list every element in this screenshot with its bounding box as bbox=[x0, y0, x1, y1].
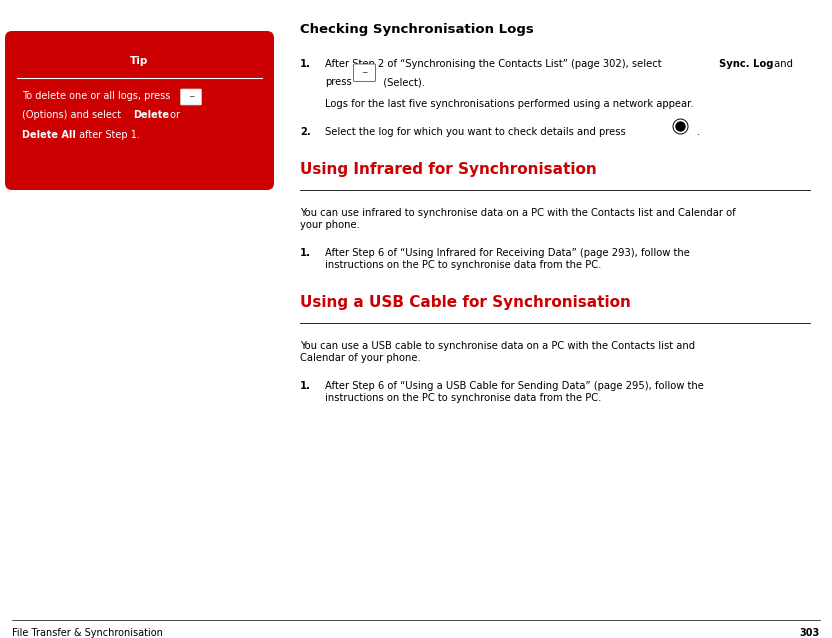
Text: You can use a USB cable to synchronise data on a PC with the Contacts list and
C: You can use a USB cable to synchronise d… bbox=[300, 341, 695, 363]
FancyBboxPatch shape bbox=[354, 64, 375, 82]
Text: Sync. Log: Sync. Log bbox=[719, 59, 774, 69]
Text: To delete one or all logs, press: To delete one or all logs, press bbox=[22, 91, 171, 101]
Text: File Transfer & Synchronisation: File Transfer & Synchronisation bbox=[12, 628, 163, 638]
Text: Using a USB Cable for Synchronisation: Using a USB Cable for Synchronisation bbox=[300, 295, 631, 311]
Text: Logs for the last five synchronisations performed using a network appear.: Logs for the last five synchronisations … bbox=[325, 100, 694, 110]
Text: Delete: Delete bbox=[133, 110, 170, 121]
FancyBboxPatch shape bbox=[5, 31, 274, 190]
Text: Using Infrared for Synchronisation: Using Infrared for Synchronisation bbox=[300, 163, 597, 177]
Text: (Select).: (Select). bbox=[377, 77, 425, 87]
Text: 1.: 1. bbox=[300, 248, 311, 258]
Text: 1.: 1. bbox=[300, 382, 311, 392]
Text: −: − bbox=[361, 68, 368, 77]
Text: Tip: Tip bbox=[131, 56, 149, 66]
Text: You can use infrared to synchronise data on a PC with the Contacts list and Cale: You can use infrared to synchronise data… bbox=[300, 209, 735, 230]
Circle shape bbox=[676, 122, 685, 131]
Text: 2.: 2. bbox=[300, 128, 310, 138]
FancyBboxPatch shape bbox=[181, 89, 201, 105]
Text: after Step 1.: after Step 1. bbox=[77, 130, 141, 140]
Text: (Options) and select: (Options) and select bbox=[22, 110, 124, 121]
Text: Select the log for which you want to check details and press: Select the log for which you want to che… bbox=[325, 128, 626, 138]
Text: 1.: 1. bbox=[300, 59, 311, 69]
Text: .: . bbox=[697, 128, 701, 138]
Text: After Step 6 of “Using Infrared for Receiving Data” (page 293), follow the
instr: After Step 6 of “Using Infrared for Rece… bbox=[325, 248, 690, 270]
Text: or: or bbox=[167, 110, 180, 121]
Text: Delete All: Delete All bbox=[22, 130, 76, 140]
Text: and: and bbox=[771, 59, 793, 69]
Text: −: − bbox=[188, 93, 194, 101]
Text: After Step 2 of “Synchronising the Contacts List” (page 302), select: After Step 2 of “Synchronising the Conta… bbox=[325, 59, 665, 69]
Text: After Step 6 of “Using a USB Cable for Sending Data” (page 295), follow the
inst: After Step 6 of “Using a USB Cable for S… bbox=[325, 382, 704, 403]
Text: 303: 303 bbox=[800, 628, 820, 638]
Text: Checking Synchronisation Logs: Checking Synchronisation Logs bbox=[300, 23, 534, 36]
Text: press: press bbox=[325, 77, 352, 87]
